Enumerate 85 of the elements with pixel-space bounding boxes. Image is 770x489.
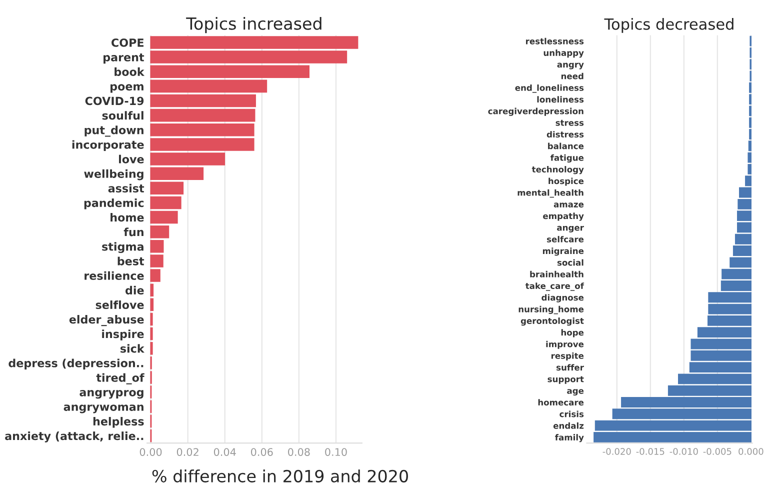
y-tick-label: crisis [560,410,584,418]
y-tick-label: selflove [96,300,144,310]
x-axis-title: % difference in 2019 and 2020 [152,470,408,482]
bar [150,182,184,195]
chart-title: Topics increased [186,16,322,34]
bar [150,196,182,210]
y-tick-label: depress (depression.. [8,358,144,370]
y-tick-label: wellbeing [84,169,144,180]
y-tick-label: endalz [553,422,584,429]
x-tick-label: 0.000 [738,448,764,455]
y-tick-label: parent [104,53,144,64]
y-tick-label: end_loneliness [515,84,584,93]
y-tick-label: best [118,256,144,266]
y-tick-label: love [119,154,144,164]
y-tick-label: stigma [102,242,144,254]
y-tick-label: diagnose [542,294,584,302]
y-tick-label: restlessness [526,38,584,44]
y-tick-label: angry [557,62,584,70]
y-tick-label: selfcare [546,236,584,242]
x-tick-label: 0.02 [176,448,198,456]
y-tick-label: book [114,67,145,76]
y-tick-label: caregiverdepression [488,108,584,116]
y-tick-label: loneliness [537,96,584,103]
y-tick-label: soulful [102,111,144,120]
y-tick-label: home [110,213,144,222]
y-tick-label: poem [110,84,144,93]
y-tick-label: sick [120,344,145,353]
bar [150,94,256,108]
y-tick-label: gerontologist [520,318,584,326]
y-tick-label: anxiety (attack, relie.. [5,432,144,442]
y-tick-label: need [561,72,584,80]
y-tick-label: hope [561,329,584,338]
bar [150,80,268,93]
y-tick-label: technology [532,166,584,174]
y-tick-label: fatigue [550,154,584,163]
y-tick-label: inspire [102,330,144,340]
y-tick-label: stress [556,120,584,126]
y-tick-label: unhappy [544,50,584,58]
y-tick-label: empathy [543,212,584,221]
y-tick-label: incorporate [72,140,144,151]
y-tick-label: put_down [84,126,144,137]
y-tick-label: nursing_home [518,306,584,314]
y-tick-label: angryprog [80,390,144,399]
y-tick-label: COVID-19 [85,96,144,106]
x-tick-label: -0.005 [703,448,732,455]
y-tick-label: hospice [548,178,584,186]
y-tick-label: resilience [84,271,144,280]
y-tick-label: helpless [93,416,144,428]
y-tick-label: social [557,259,584,266]
y-tick-label: amaze [554,202,584,208]
y-tick-label: tired_of [96,373,144,384]
y-tick-label: anger [557,226,584,232]
bar [150,108,256,122]
y-tick-label: elder_abuse [69,315,144,326]
x-tick-label: -0.020 [602,448,631,455]
y-tick-label: homecare [538,399,584,406]
y-tick-label: family [555,434,584,442]
x-tick-label: -0.015 [636,448,664,455]
y-tick-label: take_care_of [525,282,584,291]
x-tick-label: 0.04 [214,448,236,456]
y-tick-label: migraine [542,248,584,256]
y-tick-label: die [125,286,144,294]
y-tick-label: pandemic [84,198,144,210]
y-tick-label: mental_health [518,189,584,198]
y-tick-label: support [548,376,584,384]
y-tick-label: brainhealth [530,270,584,278]
bar [150,210,178,224]
x-tick-label: 0.00 [140,448,162,456]
y-tick-label: fun [124,228,144,236]
y-tick-label: COPE [112,38,144,47]
chart-title: Topics decreased [604,18,734,33]
y-tick-label: improve [546,340,584,349]
x-tick-label: 0.10 [325,448,347,456]
y-tick-label: distress [546,131,584,138]
x-tick-label: 0.06 [250,448,273,456]
x-tick-label: 0.08 [288,448,310,456]
y-tick-label: respite [551,352,584,361]
x-tick-label: -0.010 [670,448,698,455]
y-tick-label: assist [108,184,144,193]
bar [150,298,154,312]
bar [150,225,170,238]
y-tick-label: suffer [556,364,584,371]
y-tick-label: balance [548,142,584,150]
y-tick-label: angrywoman [64,404,144,414]
y-tick-label: age [567,389,584,396]
